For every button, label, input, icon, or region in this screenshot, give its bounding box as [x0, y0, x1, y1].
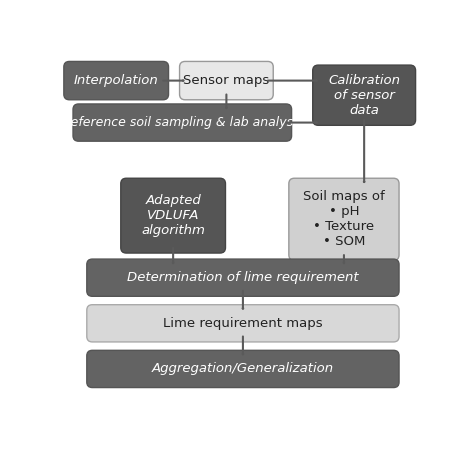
FancyBboxPatch shape	[87, 350, 399, 388]
FancyBboxPatch shape	[73, 104, 292, 141]
FancyBboxPatch shape	[87, 305, 399, 342]
FancyBboxPatch shape	[180, 62, 273, 100]
Text: Calibration
of sensor
data: Calibration of sensor data	[328, 73, 400, 117]
Text: Determination of lime requirement: Determination of lime requirement	[127, 271, 359, 284]
Text: Lime requirement maps: Lime requirement maps	[163, 317, 323, 330]
Text: Adapted
VDLUFA
algorithm: Adapted VDLUFA algorithm	[141, 194, 205, 237]
FancyBboxPatch shape	[121, 178, 226, 253]
Text: Reference soil sampling & lab analysis: Reference soil sampling & lab analysis	[62, 116, 303, 129]
FancyBboxPatch shape	[64, 62, 169, 100]
FancyBboxPatch shape	[289, 178, 399, 260]
FancyBboxPatch shape	[87, 259, 399, 296]
Text: Aggregation/Generalization: Aggregation/Generalization	[152, 363, 334, 375]
FancyBboxPatch shape	[313, 65, 416, 125]
Text: Sensor maps: Sensor maps	[183, 74, 270, 87]
Text: Interpolation: Interpolation	[74, 74, 159, 87]
Text: Soil maps of
• pH
• Texture
• SOM: Soil maps of • pH • Texture • SOM	[303, 190, 385, 248]
